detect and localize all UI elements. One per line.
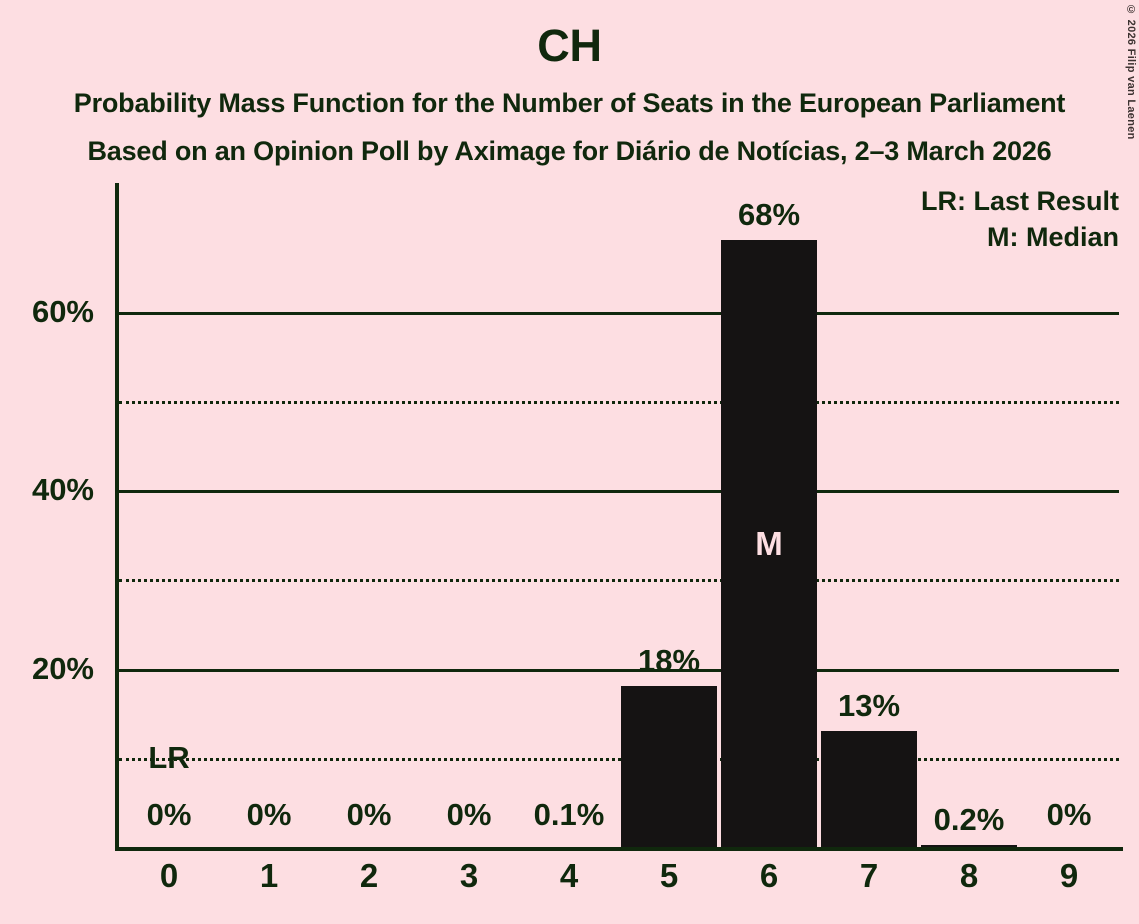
bar-value-label: 0% xyxy=(146,797,192,832)
plot-area: 20% 40% 60% M 0% 0% 0% 0% 0.1% 18% 68% 13% 0.2% 0% … xyxy=(32,183,1123,892)
gridline-major xyxy=(119,668,1119,672)
y-axis-tick-label: 60% xyxy=(31,293,94,329)
gridline-minor xyxy=(119,400,1119,404)
bar xyxy=(821,730,917,847)
x-axis-tick-label: 7 xyxy=(859,857,879,894)
page-title: CH xyxy=(537,20,602,71)
legend-entry-last-result: LR: Last Result xyxy=(920,186,1119,216)
x-axis-tick-label: 2 xyxy=(359,857,379,894)
gridline-major xyxy=(119,311,1119,315)
x-axis-tick-label: 9 xyxy=(1059,857,1079,894)
x-axis-tick-label: 4 xyxy=(559,857,579,894)
chart-subtitle: Probability Mass Function for the Number… xyxy=(73,88,1066,118)
x-axis-tick-label: 6 xyxy=(759,857,779,894)
x-axis-tick-label: 3 xyxy=(459,857,479,894)
chart-source-subtitle: Based on an Opinion Poll by Aximage for … xyxy=(87,136,1052,166)
copyright-notice: © 2026 Filip van Laenen xyxy=(1125,4,1137,140)
chart-legend: LR: Last Result M: Median xyxy=(921,183,1119,255)
gridline-major xyxy=(119,490,1119,493)
y-axis-tick-label: 20% xyxy=(31,650,94,686)
bar-value-label: 0% xyxy=(346,797,392,832)
bar-value-label: 0.1% xyxy=(533,797,605,832)
bar-value-label: 68% xyxy=(737,197,801,233)
bar xyxy=(621,686,717,847)
bar xyxy=(921,845,1017,847)
bar-value-label: 18% xyxy=(637,643,701,679)
x-axis-tick-label: 1 xyxy=(259,857,279,894)
x-axis-tick-label: 8 xyxy=(959,857,979,894)
x-axis-line xyxy=(115,847,1123,851)
bar-value-label: 0.2% xyxy=(933,802,1005,838)
bar-value-label: 0% xyxy=(246,797,292,832)
x-axis-tick-label: 0 xyxy=(159,857,179,894)
y-axis-line xyxy=(115,183,119,851)
y-axis-tick-label: 40% xyxy=(31,472,94,507)
legend-entry-median: M: Median xyxy=(987,222,1119,252)
bar-value-label: 0% xyxy=(1046,797,1092,832)
bar: M xyxy=(721,240,817,847)
bar-value-label: 0% xyxy=(446,797,492,832)
bar-value-label: 13% xyxy=(837,687,901,723)
median-marker: M xyxy=(755,524,783,562)
x-axis-tick-label: 5 xyxy=(659,857,679,894)
gridline-minor xyxy=(119,579,1119,583)
gridline-minor xyxy=(119,757,1119,761)
last-result-marker: LR xyxy=(148,739,190,775)
